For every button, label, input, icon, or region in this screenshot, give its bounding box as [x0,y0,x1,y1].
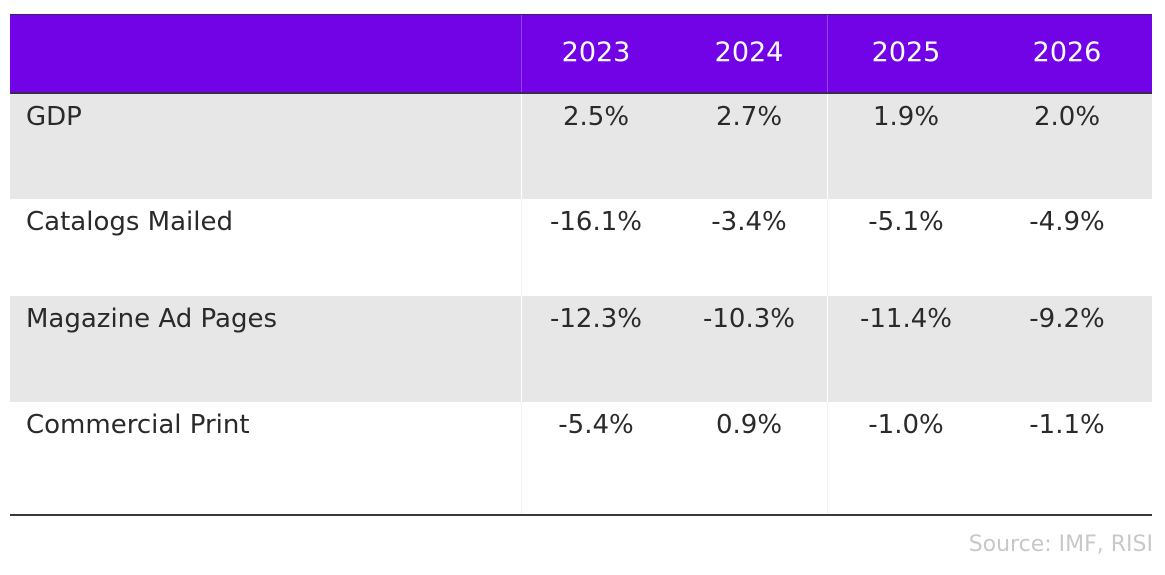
table-cell: -3.4% [711,207,787,237]
table-cell: -1.1% [1029,410,1105,440]
table-cell: -11.4% [860,304,952,334]
column-divider [827,15,828,92]
table-cell: -9.2% [1029,304,1105,334]
column-divider [827,296,828,402]
table-row-commercial-print: Commercial Print -5.4% 0.9% -1.0% -1.1% [10,402,1152,514]
row-label: Catalogs Mailed [26,207,233,237]
table-cell: -5.4% [558,410,634,440]
header-year-2024: 2024 [714,37,784,68]
header-year-2025: 2025 [871,37,941,68]
column-divider [827,94,828,199]
column-divider [521,199,522,296]
table-cell: 0.9% [715,410,783,440]
row-label: Commercial Print [26,410,250,440]
table-cell: 2.5% [562,102,630,132]
column-divider [521,402,522,514]
column-divider [827,402,828,514]
row-label: Magazine Ad Pages [26,304,277,334]
row-label: GDP [26,102,82,132]
header-year-2023: 2023 [561,37,631,68]
forecast-table: 2023 2024 2025 2026 GDP 2.5% 2.7% 1.9% 2… [10,14,1152,514]
table-row-gdp: GDP 2.5% 2.7% 1.9% 2.0% [10,94,1152,199]
table-cell: 2.7% [715,102,783,132]
column-divider [521,94,522,199]
table-cell: 1.9% [872,102,940,132]
table-header: 2023 2024 2025 2026 [10,14,1152,94]
table-bottom-rule [10,514,1152,516]
column-divider [521,15,522,92]
table-cell: -5.1% [868,207,944,237]
column-divider [827,199,828,296]
table-cell: -10.3% [703,304,795,334]
table-cell: -16.1% [550,207,642,237]
table-row-magazine-ad-pages: Magazine Ad Pages -12.3% -10.3% -11.4% -… [10,296,1152,402]
table-cell: -1.0% [868,410,944,440]
source-note: Source: IMF, RISI [968,532,1153,557]
table-cell: -4.9% [1029,207,1105,237]
column-divider [521,296,522,402]
header-year-2026: 2026 [1032,37,1102,68]
table-cell: -12.3% [550,304,642,334]
table-cell: 2.0% [1033,102,1101,132]
table-row-catalogs-mailed: Catalogs Mailed -16.1% -3.4% -5.1% -4.9% [10,199,1152,296]
